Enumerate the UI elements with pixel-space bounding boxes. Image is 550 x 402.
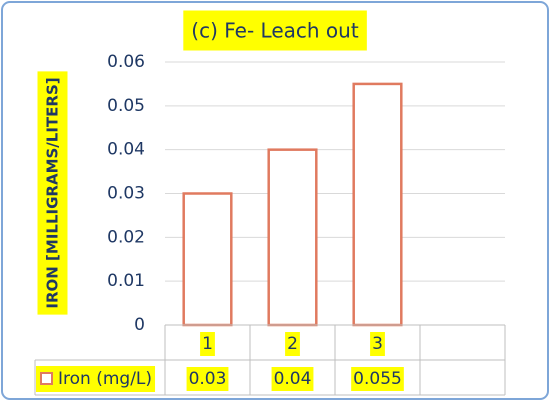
bar <box>352 82 403 327</box>
legend-swatch <box>40 372 53 385</box>
table-value: 0.055 <box>353 369 402 389</box>
highlight <box>200 332 215 356</box>
x-tick-label: 2 <box>287 334 298 354</box>
legend-label: Iron (mg/L) <box>58 369 152 389</box>
highlight <box>370 332 385 356</box>
y-tick-label: 0 <box>134 315 145 335</box>
table-value: 0.04 <box>274 369 312 389</box>
highlights <box>36 10 404 392</box>
y-axis-label: IRON [MILLIGRAMS/LITERS] <box>44 77 62 308</box>
bar <box>267 148 318 327</box>
y-tick-label: 0.06 <box>107 52 145 72</box>
highlight <box>183 10 367 51</box>
y-tick-label: 0.01 <box>107 271 145 291</box>
highlight <box>36 366 156 392</box>
y-tick-label: 0.02 <box>107 227 145 247</box>
y-tick-label: 0.03 <box>107 184 145 204</box>
bar <box>182 192 233 327</box>
highlight <box>285 332 300 356</box>
highlight <box>37 71 68 315</box>
x-tick-label: 3 <box>372 334 383 354</box>
x-tick-label: 1 <box>202 334 213 354</box>
y-tick-label: 0.05 <box>107 96 145 116</box>
highlight <box>271 367 314 391</box>
chart-title: (c) Fe- Leach out <box>191 19 359 43</box>
table-value: 0.03 <box>189 369 227 389</box>
highlight <box>351 367 404 391</box>
highlight <box>186 367 229 391</box>
y-tick-label: 0.04 <box>107 140 145 160</box>
